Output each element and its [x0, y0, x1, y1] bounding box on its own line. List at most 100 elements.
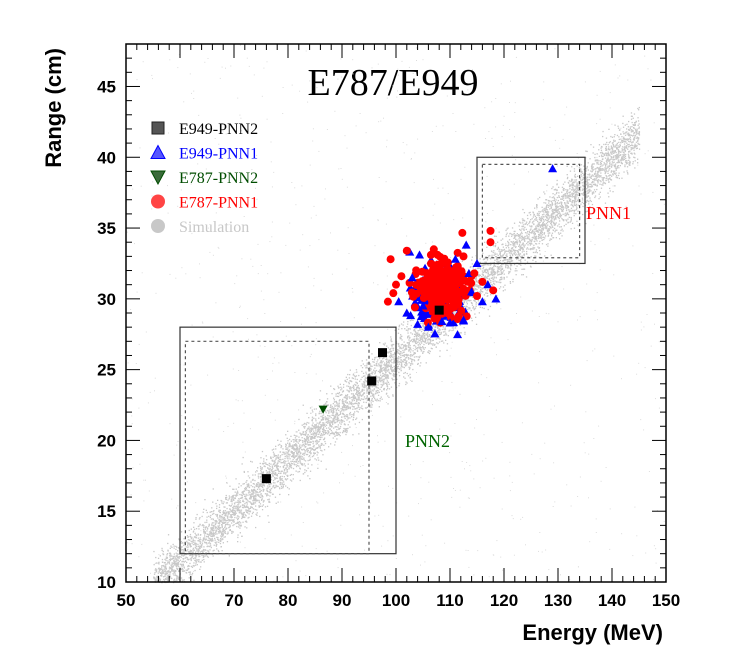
simulation-point: [201, 544, 203, 546]
simulation-point: [432, 344, 434, 346]
simulation-point: [322, 422, 324, 424]
simulation-point: [617, 145, 619, 147]
simulation-point: [348, 403, 350, 405]
simulation-point: [538, 218, 541, 221]
simulation-point: [626, 142, 628, 144]
simulation-point: [596, 173, 598, 175]
simulation-point: [400, 354, 402, 356]
simulation-point: [590, 200, 592, 203]
simulation-point: [248, 486, 251, 489]
simulation-point: [290, 455, 293, 458]
simulation-point: [423, 338, 425, 340]
simulation-point: [565, 194, 567, 197]
simulation-point: [508, 235, 510, 237]
simulation-point: [599, 196, 601, 198]
simulation-point: [320, 460, 322, 462]
simulation-point: [515, 234, 517, 237]
simulation-point: [349, 406, 352, 408]
simulation-point: [510, 241, 512, 243]
simulation-point: [623, 153, 625, 155]
simulation-point: [253, 495, 255, 497]
simulation-point: [403, 321, 405, 323]
simulation-point: [358, 394, 360, 396]
simulation-point: [419, 337, 421, 339]
simulation-point: [501, 268, 503, 270]
simulation-point: [221, 500, 223, 502]
simulation-point: [331, 422, 334, 424]
simulation-point: [241, 512, 243, 514]
simulation-point: [506, 232, 508, 234]
simulation-point: [308, 417, 310, 419]
simulation-point: [257, 473, 260, 475]
simulation-point: [619, 150, 621, 152]
simulation-point: [601, 155, 603, 158]
simulation-point: [492, 278, 495, 280]
simulation-point: [523, 254, 525, 257]
simulation-point: [410, 324, 412, 327]
simulation-point: [550, 222, 553, 224]
simulation-point: [570, 195, 572, 198]
simulation-point: [545, 243, 548, 246]
simulation-point: [394, 358, 396, 360]
simulation-point: [536, 227, 538, 229]
simulation-point: [209, 545, 211, 547]
simulation-point: [557, 206, 559, 208]
simulation-point: [394, 375, 396, 378]
simulation-point: [575, 197, 577, 200]
simulation-point: [404, 371, 406, 374]
simulation-point: [284, 455, 286, 458]
simulation-point: [325, 419, 327, 421]
simulation-point: [326, 417, 328, 419]
simulation-point: [538, 223, 540, 225]
simulation-point: [321, 443, 323, 445]
simulation-point: [520, 259, 522, 261]
simulation-point: [206, 555, 208, 557]
simulation-point: [580, 203, 582, 205]
simulation-point: [341, 402, 344, 404]
simulation-point: [222, 528, 224, 531]
simulation-point: [618, 141, 620, 144]
simulation-point: [370, 392, 372, 394]
simulation-point: [578, 167, 581, 169]
simulation-point: [592, 146, 595, 148]
simulation-point: [582, 202, 585, 205]
simulation-point: [517, 241, 519, 243]
simulation-point: [591, 181, 594, 183]
simulation-point: [279, 475, 282, 478]
simulation-point: [413, 353, 415, 355]
simulation-point: [400, 351, 402, 353]
simulation-point: [164, 572, 166, 575]
simulation-point: [437, 331, 439, 333]
simulation-point: [541, 239, 543, 241]
simulation-point: [538, 217, 541, 219]
simulation-point: [422, 351, 424, 353]
simulation-point: [496, 259, 498, 261]
simulation-point: [409, 328, 411, 330]
simulation-point: [291, 460, 294, 462]
simulation-point: [241, 535, 243, 537]
simulation-point: [342, 407, 344, 409]
simulation-point: [612, 191, 614, 193]
simulation-point: [529, 225, 531, 227]
simulation-point: [367, 411, 369, 413]
simulation-point: [499, 266, 501, 268]
simulation-point: [614, 158, 616, 161]
simulation-point: [253, 489, 255, 491]
simulation-point: [393, 373, 395, 376]
simulation-point: [309, 431, 311, 434]
simulation-point: [358, 395, 360, 397]
simulation-point: [581, 189, 584, 191]
simulation-point: [257, 492, 259, 494]
simulation-point: [597, 172, 599, 174]
simulation-point: [182, 579, 184, 581]
simulation-point: [190, 550, 193, 552]
simulation-point: [243, 511, 245, 514]
simulation-point: [575, 193, 577, 196]
simulation-point: [381, 385, 383, 387]
simulation-point: [370, 391, 372, 393]
simulation-point: [316, 451, 318, 453]
simulation-point: [515, 253, 517, 255]
simulation-point: [162, 564, 164, 567]
simulation-point: [551, 196, 553, 199]
simulation-point: [220, 535, 222, 537]
